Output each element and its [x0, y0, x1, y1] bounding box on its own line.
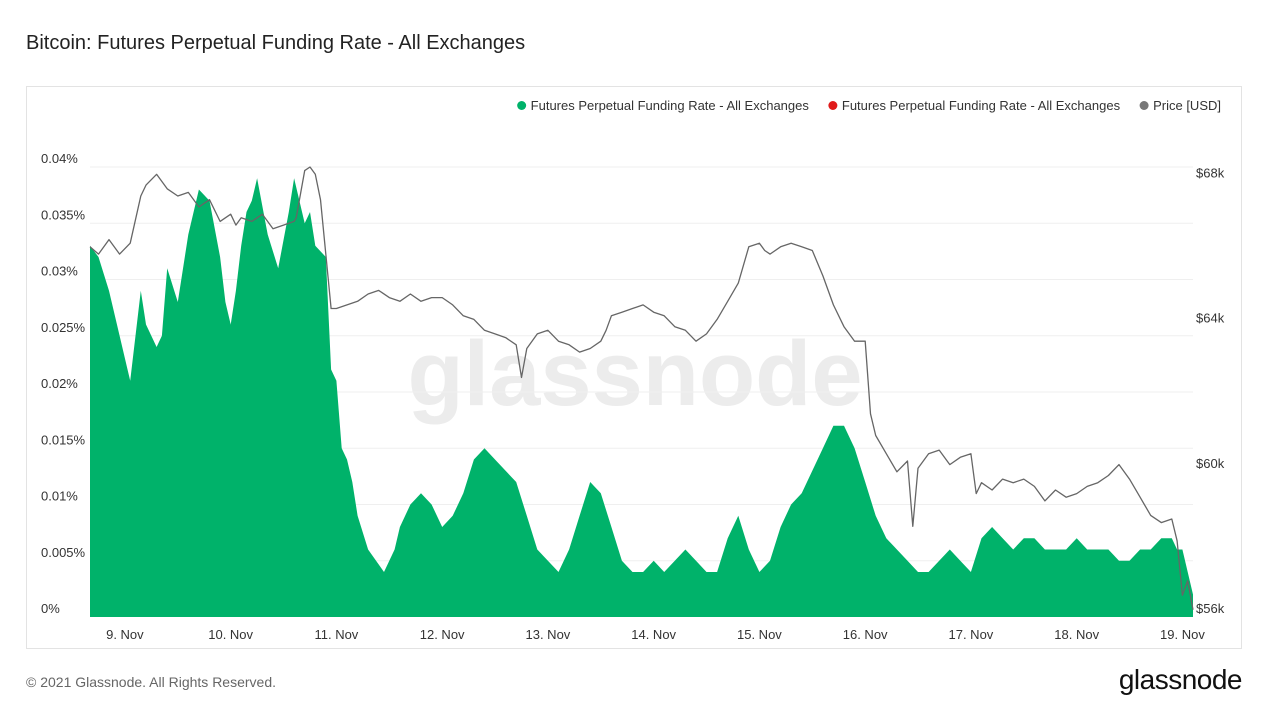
x-tick-label: 16. Nov: [843, 627, 888, 642]
y-left-tick-label: 0.025%: [41, 320, 86, 335]
legend-label: Price [USD]: [1153, 98, 1221, 113]
chart-frame: glassnode 0% 0.005% 0.01% 0.015% 0.02% 0.025%…: [26, 86, 1242, 649]
glassnode-logo[interactable]: glassnode: [1118, 664, 1243, 695]
funding-rate-area-layer: [90, 178, 1193, 618]
x-axis: 9. Nov 10. Nov 11. Nov 12. Nov 13. Nov 14. No…: [106, 627, 1205, 642]
legend-marker: [1139, 101, 1149, 110]
page-title: Bitcoin: Futures Perpetual Funding Rate …: [26, 32, 526, 54]
legend-label: Futures Perpetual Funding Rate - All Exc…: [531, 98, 810, 113]
x-tick-label: 13. Nov: [526, 627, 571, 642]
watermark: glassnode: [407, 323, 862, 425]
legend-label: Futures Perpetual Funding Rate - All Exc…: [842, 98, 1121, 113]
y-left-tick-label: 0.04%: [41, 151, 78, 166]
x-tick-label: 9. Nov: [106, 627, 144, 642]
chart-svg: glassnode 0% 0.005% 0.01% 0.015% 0.02% 0.025%…: [41, 98, 1225, 642]
x-tick-label: 17. Nov: [949, 627, 994, 642]
y-left-tick-label: 0%: [41, 601, 60, 616]
right-axis: $56k $60k $64k $68k: [1196, 166, 1225, 616]
y-left-tick-label: 0.005%: [41, 545, 86, 560]
y-left-tick-label: 0.03%: [41, 264, 78, 279]
y-right-tick-label: $64k: [1196, 311, 1225, 326]
legend-item: Price [USD]: [1139, 98, 1221, 113]
y-right-tick-label: $60k: [1196, 456, 1225, 471]
y-left-tick-label: 0.01%: [41, 489, 78, 504]
x-tick-label: 15. Nov: [737, 627, 782, 642]
x-tick-label: 18. Nov: [1054, 627, 1099, 642]
y-left-tick-label: 0.015%: [41, 432, 86, 447]
y-left-tick-label: 0.035%: [41, 207, 86, 222]
legend-marker: [828, 101, 838, 110]
x-tick-label: 12. Nov: [420, 627, 465, 642]
x-tick-label: 10. Nov: [208, 627, 253, 642]
left-axis: 0% 0.005% 0.01% 0.015% 0.02% 0.025% 0.03% 0.035…: [41, 151, 86, 616]
x-tick-label: 14. Nov: [631, 627, 676, 642]
price-line-layer: [89, 166, 1194, 610]
funding-rate-area: [90, 178, 1193, 618]
y-left-tick-label: 0.02%: [41, 376, 78, 391]
y-right-tick-label: $56k: [1196, 601, 1225, 616]
legend-item: Futures Perpetual Funding Rate - All Exc…: [517, 98, 809, 113]
legend-marker: [517, 101, 527, 110]
legend: Price [USD] Futures Perpetual Funding Rat…: [517, 98, 1221, 113]
copyright-text: © 2021 Glassnode. All Rights Reserved.: [26, 674, 277, 690]
y-right-tick-label: $68k: [1196, 166, 1225, 181]
x-tick-label: 11. Nov: [314, 627, 358, 642]
watermark-text: glassnode: [407, 323, 862, 425]
x-tick-label: 19. Nov: [1160, 627, 1205, 642]
price-line: [89, 166, 1194, 610]
legend-item: Futures Perpetual Funding Rate - All Exc…: [828, 98, 1121, 113]
